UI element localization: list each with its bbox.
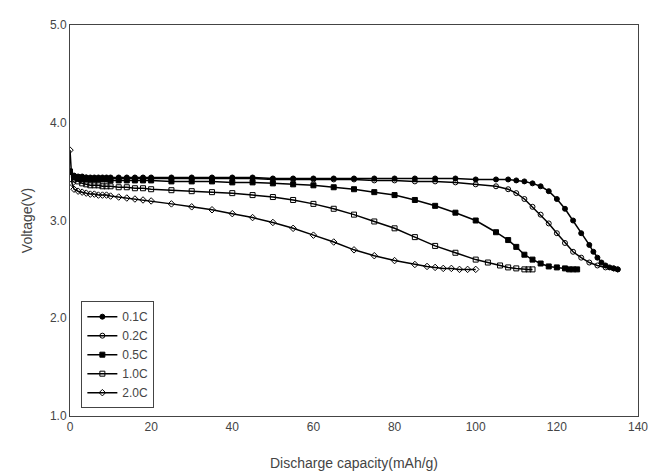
svg-text:120: 120	[547, 420, 567, 434]
svg-text:5.0: 5.0	[50, 18, 67, 32]
svg-text:100: 100	[466, 420, 486, 434]
svg-text:3.0: 3.0	[50, 214, 67, 228]
svg-text:20: 20	[144, 420, 158, 434]
svg-text:0.5C: 0.5C	[122, 348, 148, 362]
svg-text:80: 80	[388, 420, 402, 434]
svg-text:2.0: 2.0	[50, 311, 67, 325]
svg-text:0.1C: 0.1C	[122, 310, 148, 324]
svg-text:1.0: 1.0	[50, 409, 67, 423]
svg-text:40: 40	[226, 420, 240, 434]
svg-text:Voltage(V): Voltage(V)	[19, 188, 35, 253]
svg-text:Discharge capacity(mAh/g): Discharge capacity(mAh/g)	[270, 455, 438, 471]
svg-text:0.2C: 0.2C	[122, 329, 148, 343]
svg-text:60: 60	[307, 420, 321, 434]
svg-text:1.0C: 1.0C	[122, 367, 148, 381]
svg-text:140: 140	[628, 420, 648, 434]
svg-text:4.0: 4.0	[50, 116, 67, 130]
svg-text:0: 0	[67, 420, 74, 434]
svg-text:2.0C: 2.0C	[122, 386, 148, 400]
